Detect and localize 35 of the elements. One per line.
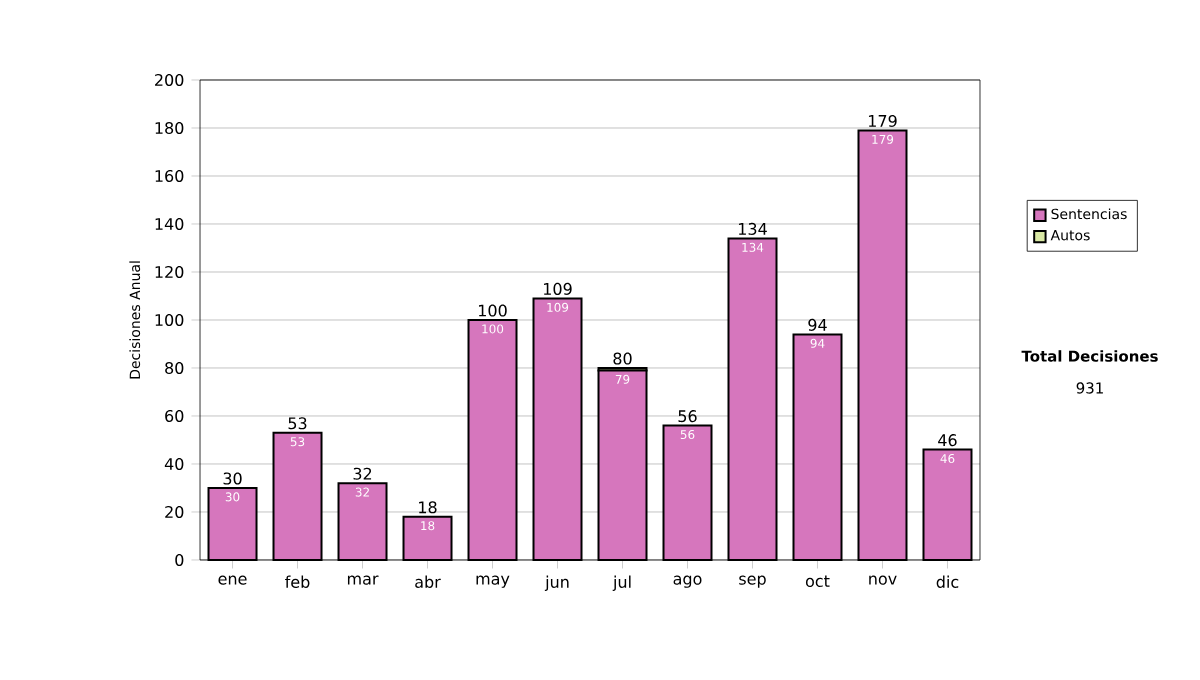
total-label: 30 [223,472,242,485]
total-label: 56 [678,410,697,423]
total-label: 94 [808,318,827,331]
total-label: 179 [868,114,897,127]
total-label: 32 [353,467,372,480]
x-tick-label: sep [739,575,766,588]
x-tick-label: feb [285,575,310,588]
y-tick-label: 100 [155,313,184,327]
x-tick-label: oct [805,575,830,588]
y-tick-label: 40 [164,457,184,471]
total-label: 100 [479,304,507,317]
x-tick-label: jun [544,575,569,592]
y-tick-label: 160 [155,169,184,183]
total-label: 109 [543,282,572,295]
x-tick-label: abr [415,575,441,588]
x-tick-label: mar [347,575,379,585]
y-tick-label: 140 [155,217,184,231]
total-label: 134 [738,222,767,235]
y-tick-label: 0 [175,553,184,567]
y-tick-label: 180 [155,121,184,135]
x-tick-label: may [476,575,510,588]
y-tick-label: 60 [165,409,184,423]
x-tick-label: dic [936,575,959,588]
x-tick-label: ago [673,575,702,588]
y-tick-label: 20 [165,505,184,519]
x-tick-label: nov [869,575,897,585]
y-tick-label: 200 [155,73,184,87]
y-tick-label: 80 [165,361,184,375]
total-label: 53 [288,417,307,430]
total-label: 80 [613,352,632,365]
total-label: 46 [938,434,957,447]
total-label: 18 [419,501,437,514]
x-tick-label: jul [612,575,631,592]
x-tick-label: ene [218,575,247,585]
y-tick-label: 120 [155,265,184,279]
